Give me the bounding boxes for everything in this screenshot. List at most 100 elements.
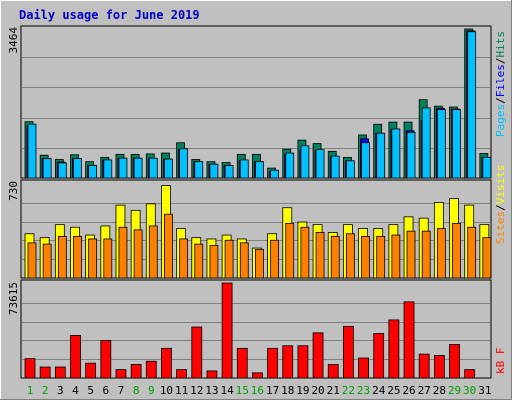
bar-kbytes <box>358 357 369 379</box>
bar-kbytes <box>297 345 309 379</box>
x-tick-label: 13 <box>205 384 218 397</box>
x-tick-label: 31 <box>478 384 491 397</box>
bar-kbytes <box>327 364 339 379</box>
x-tick-label: 8 <box>133 384 140 397</box>
bar-pages <box>103 159 113 179</box>
bar-pages <box>194 161 204 179</box>
bar-sites <box>194 243 204 279</box>
x-tick-label: 25 <box>387 384 400 397</box>
bar-kbytes <box>267 347 278 379</box>
bar-pages <box>376 132 386 179</box>
bar-pages <box>330 155 340 179</box>
bar-kbytes <box>206 370 218 379</box>
bar-pages <box>421 107 431 179</box>
bar-sites <box>391 234 401 279</box>
bar-sites <box>209 245 219 279</box>
bar-pages <box>391 128 401 179</box>
bar-pages <box>118 157 128 179</box>
bar-sites <box>330 235 340 279</box>
bar-sites <box>467 226 477 279</box>
legend-middle-part: Sites <box>494 211 507 244</box>
x-tick-label: 5 <box>87 384 94 397</box>
x-tick-label: 7 <box>118 384 125 397</box>
legend-middle: Sites/Visits <box>494 165 507 245</box>
x-tick-label: 9 <box>148 384 155 397</box>
x-tick-label: 22 <box>342 384 355 397</box>
bar-kbytes <box>39 366 51 379</box>
x-tick-label: 23 <box>357 384 370 397</box>
x-tick-label: 29 <box>448 384 461 397</box>
bar-kbytes <box>342 325 354 379</box>
bar-kbytes <box>54 366 66 379</box>
bar-kbytes <box>85 362 97 379</box>
bar-sites <box>133 229 143 279</box>
bar-sites <box>482 237 492 279</box>
bar-sites <box>27 242 37 279</box>
bar-sites <box>285 222 295 279</box>
bar-kbytes <box>388 319 400 379</box>
bar-kbytes <box>100 340 112 379</box>
bar-sites <box>300 226 310 279</box>
bar-pages <box>452 109 461 179</box>
x-tick-label: 16 <box>251 384 264 397</box>
x-tick-label: 28 <box>433 384 446 397</box>
bar-kbytes <box>236 347 248 379</box>
bar-kbytes <box>433 355 445 379</box>
legend-bottom: kB F <box>494 348 507 375</box>
bar-pages <box>467 31 477 179</box>
bar-pages <box>179 148 189 179</box>
bar-pages <box>361 142 370 179</box>
legend-top: Pages/Files/Hits <box>494 31 507 137</box>
bar-sites <box>42 243 52 279</box>
x-tick-label: 21 <box>327 384 340 397</box>
bar-sites <box>103 238 113 279</box>
x-tick-label: 2 <box>42 384 49 397</box>
x-tick-label: 20 <box>311 384 324 397</box>
bar-sites <box>73 235 82 279</box>
x-tick-label: 26 <box>402 384 415 397</box>
y-max-label-hits: 3464 <box>7 27 20 54</box>
chart-title: Daily usage for June 2019 <box>19 8 200 22</box>
bar-sites <box>315 232 325 279</box>
legend-top-part: Files <box>494 64 507 97</box>
bar-sites <box>148 225 158 279</box>
bar-kbytes <box>252 372 263 379</box>
legend-top-part: Hits <box>494 31 507 58</box>
bar-sites <box>376 235 386 279</box>
axis-labels: 346473073615Pages/Files/HitsSites/Visits… <box>7 27 507 397</box>
bar-kbytes <box>176 369 188 379</box>
bar-kbytes <box>130 364 142 379</box>
bar-pages <box>300 145 310 179</box>
legend-top-part: / <box>494 97 507 104</box>
x-tick-label: 3 <box>57 384 64 397</box>
bar-pages <box>315 149 325 179</box>
bar-kbytes <box>70 335 81 379</box>
panels <box>20 25 492 379</box>
bar-sites <box>57 235 67 279</box>
legend-top-part: Pages <box>494 104 507 137</box>
bar-kbytes <box>449 344 460 379</box>
bar-sites <box>436 228 446 279</box>
legend-bottom-part: kB F <box>494 348 507 375</box>
x-tick-label: 17 <box>266 384 279 397</box>
bar-pages <box>285 152 295 179</box>
x-tick-label: 6 <box>102 384 109 397</box>
bar-kbytes <box>145 360 157 379</box>
bar-sites <box>118 226 128 279</box>
bars <box>24 28 492 379</box>
bar-pages <box>73 158 82 179</box>
bar-sites <box>361 235 370 279</box>
bar-sites <box>345 233 355 279</box>
bar-pages <box>224 165 234 179</box>
x-tick-label: 4 <box>72 384 79 397</box>
bar-sites <box>88 238 98 279</box>
x-tick-label: 11 <box>175 384 188 397</box>
legend-top-part: / <box>494 58 507 65</box>
legend-middle-part: / <box>494 204 507 211</box>
bar-kbytes <box>115 369 127 379</box>
bar-kbytes <box>161 347 172 379</box>
bar-kbytes <box>418 353 430 379</box>
bar-pages <box>255 161 264 179</box>
bar-sites <box>239 242 249 279</box>
